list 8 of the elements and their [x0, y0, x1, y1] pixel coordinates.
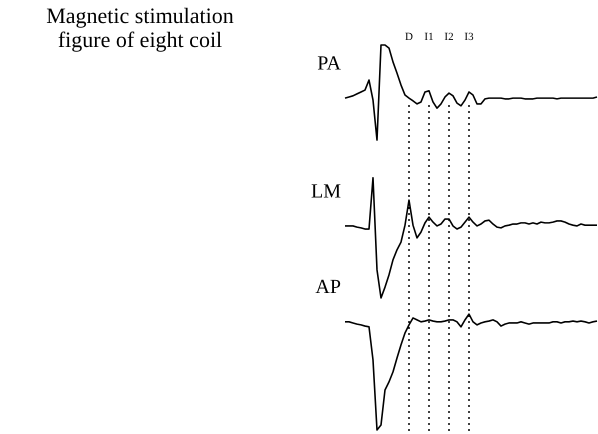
text: I3	[464, 31, 474, 43]
text: I1	[424, 31, 434, 43]
text: Magnetic stimulation figure of eight coil	[46, 3, 234, 52]
series-label: AP	[315, 276, 341, 298]
text: I2	[444, 31, 454, 43]
series-label: LM	[311, 180, 342, 202]
series-label: PA	[317, 52, 342, 74]
text: D	[405, 31, 414, 43]
